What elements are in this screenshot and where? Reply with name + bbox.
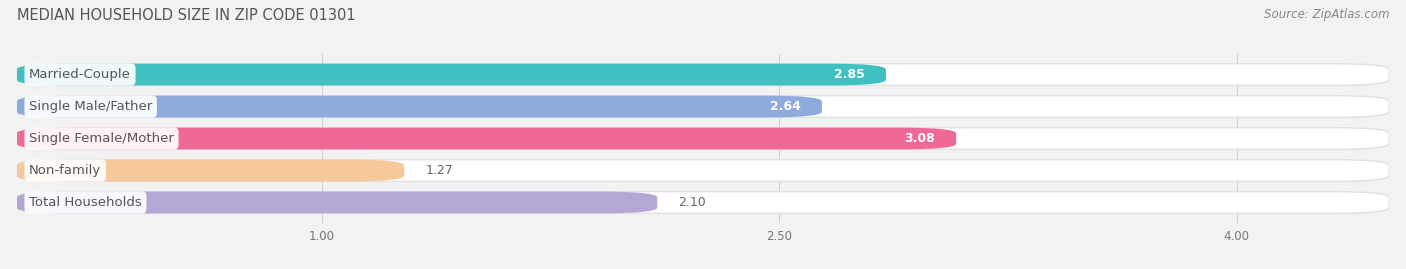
Text: Married-Couple: Married-Couple <box>30 68 131 81</box>
Text: 3.08: 3.08 <box>904 132 935 145</box>
FancyBboxPatch shape <box>17 160 404 181</box>
Text: 2.85: 2.85 <box>834 68 865 81</box>
FancyBboxPatch shape <box>17 96 823 118</box>
Text: Single Male/Father: Single Male/Father <box>30 100 152 113</box>
FancyBboxPatch shape <box>17 128 956 149</box>
FancyBboxPatch shape <box>17 160 1389 181</box>
FancyBboxPatch shape <box>17 192 657 213</box>
Text: 2.64: 2.64 <box>769 100 800 113</box>
Text: 1.27: 1.27 <box>426 164 453 177</box>
Text: Non-family: Non-family <box>30 164 101 177</box>
FancyBboxPatch shape <box>17 192 1389 213</box>
FancyBboxPatch shape <box>17 64 886 86</box>
Text: Source: ZipAtlas.com: Source: ZipAtlas.com <box>1264 8 1389 21</box>
FancyBboxPatch shape <box>17 128 1389 149</box>
Text: Single Female/Mother: Single Female/Mother <box>30 132 174 145</box>
FancyBboxPatch shape <box>17 96 1389 118</box>
Text: 2.10: 2.10 <box>679 196 706 209</box>
FancyBboxPatch shape <box>17 64 1389 86</box>
Text: Total Households: Total Households <box>30 196 142 209</box>
Text: MEDIAN HOUSEHOLD SIZE IN ZIP CODE 01301: MEDIAN HOUSEHOLD SIZE IN ZIP CODE 01301 <box>17 8 356 23</box>
